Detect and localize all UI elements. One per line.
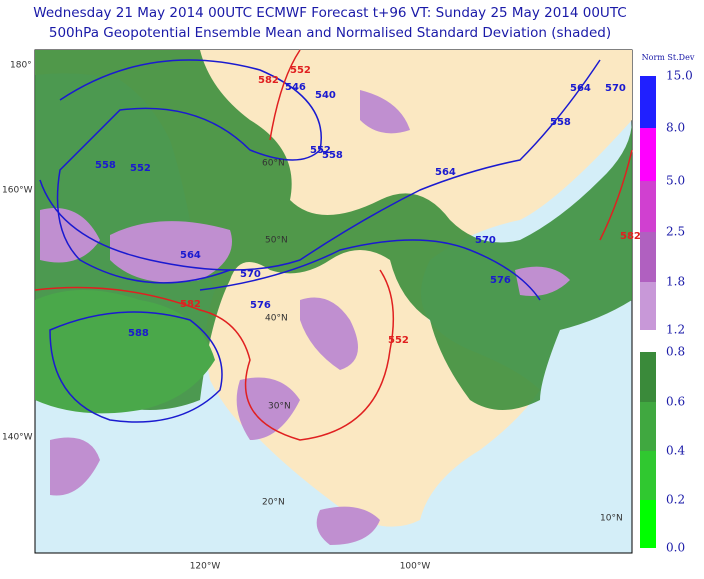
contour-label: 564: [435, 167, 456, 178]
contour-label: 570: [240, 269, 261, 280]
longitude-label: 100°W: [400, 562, 431, 572]
high-spread-area: [40, 90, 570, 545]
colorbar-label: 0.0: [666, 541, 685, 555]
contour-label: 540: [315, 90, 336, 101]
color-swatch: [640, 232, 656, 282]
contour-label: 582: [180, 299, 201, 310]
longitude-label: 120°W: [190, 562, 221, 572]
contour-label: 570: [605, 83, 626, 94]
colorbar-label: 8.0: [666, 121, 685, 135]
graticule-labels: 180° 160°W 140°W 120°W 100°W 60°N 50°N 4…: [2, 61, 623, 572]
contour-label: 576: [490, 275, 511, 286]
contour-label: 564: [570, 83, 591, 94]
color-swatch: [640, 128, 656, 181]
longitude-label: 140°W: [2, 433, 33, 443]
title: Wednesday 21 May 2014 00UTC ECMWF Foreca…: [33, 5, 626, 21]
colorbar-label: 0.6: [666, 395, 685, 409]
height-contour: [34, 49, 633, 441]
longitude-label: 180°: [10, 61, 32, 71]
color-swatch: [640, 76, 656, 128]
colorbar-label: 2.5: [666, 225, 685, 239]
colorbar-label: 0.8: [666, 345, 685, 359]
subtitle: 500hPa Geopotential Ensemble Mean and No…: [49, 25, 611, 41]
height-contour: [199, 239, 541, 301]
height-contour: [39, 59, 601, 271]
colorbar-label: 1.2: [666, 323, 685, 337]
latitude-label: 10°N: [600, 514, 623, 524]
contour-labels: 546 540 552 558 552 558 564 564 570 576 …: [95, 65, 641, 346]
color-swatch: [640, 500, 656, 548]
contour-label: 552: [290, 65, 311, 76]
colorbar-label: 1.8: [666, 275, 685, 289]
colorbar-label: 5.0: [666, 174, 685, 188]
contour-label: 576: [250, 300, 271, 311]
latitude-label: 20°N: [262, 498, 285, 508]
latitude-label: 60°N: [262, 159, 285, 169]
contour-label: 570: [475, 235, 496, 246]
colorbar-label: 15.0: [666, 69, 693, 83]
latitude-label: 50°N: [265, 236, 288, 246]
color-swatch: [640, 402, 656, 451]
contour-label: 588: [128, 328, 149, 339]
color-swatch: [640, 282, 656, 330]
height-contour: [56, 59, 322, 284]
height-contour: [49, 311, 223, 423]
colorbar: Norm St.Dev: [640, 53, 695, 548]
contour-label: 558: [322, 150, 343, 161]
low-spread-area: [35, 290, 215, 414]
colorbar-title: Norm St.Dev: [642, 53, 695, 62]
contour-label: 552: [130, 163, 151, 174]
color-swatch: [640, 451, 656, 500]
colorbar-labels: 15.0 8.0 5.0 2.5 1.8 1.2 0.8 0.6 0.4 0.2 0.0: [666, 69, 693, 555]
contour-label: 564: [180, 250, 201, 261]
latitude-label: 40°N: [265, 314, 288, 324]
contour-label: 582: [620, 231, 641, 242]
colorbar-label: 0.4: [666, 444, 685, 458]
latitude-label: 30°N: [268, 402, 291, 412]
map: [34, 49, 633, 554]
color-swatch: [640, 352, 656, 402]
colorbar-label: 0.2: [666, 493, 685, 507]
longitude-label: 160°W: [2, 186, 33, 196]
contour-label: 552: [388, 335, 409, 346]
contour-label: 582: [258, 75, 279, 86]
contour-label: 558: [95, 160, 116, 171]
contour-label: 558: [550, 117, 571, 128]
color-swatch: [640, 181, 656, 232]
contour-label: 546: [285, 82, 306, 93]
contour-label: 552: [310, 145, 331, 156]
